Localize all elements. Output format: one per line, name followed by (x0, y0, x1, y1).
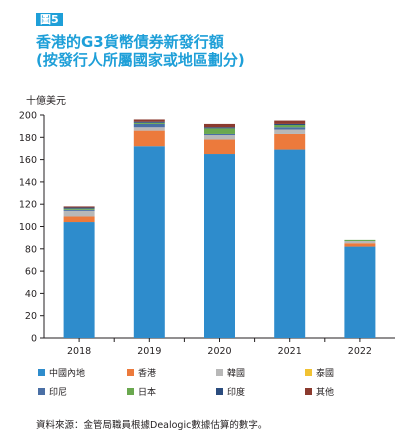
legend-label: 日本 (138, 388, 157, 398)
bar-segment (133, 119, 165, 122)
bar-segment (133, 130, 165, 147)
bar-segment (204, 135, 235, 140)
legend-label: 其他 (316, 388, 335, 398)
y-tick-label: 120 (19, 200, 37, 211)
legend-label: 香港 (138, 369, 157, 379)
y-tick-label: 0 (31, 334, 37, 345)
legend-item: 泰國 (305, 366, 334, 379)
legend-label: 印尼 (49, 388, 68, 398)
source-note: 資料來源：金管局職員根據Dealogic數據估算的數字。 (36, 420, 268, 431)
y-tick-label: 40 (25, 289, 37, 300)
legend-swatch (38, 388, 45, 395)
y-tick-label: 80 (25, 244, 37, 255)
x-tick-label: 2022 (348, 346, 372, 357)
y-tick-label: 180 (19, 133, 37, 144)
x-tick-label: 2018 (67, 346, 91, 357)
y-tick-label: 20 (25, 311, 37, 322)
bar-segment (204, 154, 235, 338)
legend-swatch (305, 369, 312, 376)
bar-segment (274, 120, 306, 124)
bar-segment (274, 129, 306, 134)
legend-label: 中國內地 (49, 369, 86, 379)
bar-segment (133, 121, 165, 123)
bar-segment (204, 128, 235, 134)
bar-segment (133, 122, 165, 124)
bar-segment (274, 149, 306, 338)
bar-segment (344, 246, 376, 338)
bar-segment (274, 133, 306, 150)
bar-segment (344, 240, 376, 244)
y-tick-label: 200 (19, 111, 37, 122)
legend-label: 泰國 (316, 369, 335, 379)
x-tick-label: 2020 (207, 346, 231, 357)
bar-segment (344, 243, 376, 247)
bar-segment (63, 222, 95, 338)
legend-item: 中國內地 (38, 366, 85, 379)
bar-segment (344, 239, 376, 241)
chart-subtitle: (按發行人所屬國家或地區劃分) (36, 51, 245, 69)
legend-item: 印尼 (38, 385, 67, 398)
chart-title: 香港的G3貨幣債券新發行額 (36, 33, 224, 51)
legend-label: 印度 (227, 388, 246, 398)
bar-segment (63, 208, 95, 210)
legend-swatch (127, 388, 134, 395)
bar-segment (63, 210, 95, 217)
bar-segment (204, 123, 235, 128)
legend-swatch (216, 388, 223, 395)
bar-segment (204, 139, 235, 155)
figure-badge: 圖5 (36, 13, 63, 26)
legend-item: 印度 (216, 385, 245, 398)
bar-segment (63, 209, 95, 211)
legend-swatch (38, 369, 45, 376)
bar-segment (133, 123, 165, 128)
bar-segment (274, 127, 306, 130)
bar-segment (204, 133, 235, 136)
bar-segment (63, 216, 95, 223)
legend-swatch (127, 369, 134, 376)
bar-segment (133, 127, 165, 131)
x-tick-label: 2019 (137, 346, 161, 357)
legend-item: 香港 (127, 366, 156, 379)
legend-swatch (305, 388, 312, 395)
y-axis-label: 十億美元 (26, 94, 66, 107)
legend-item: 日本 (127, 385, 156, 398)
bar-segment (133, 146, 165, 338)
legend-item: 韓國 (216, 366, 245, 379)
legend-item: 其他 (305, 385, 334, 398)
legend-label: 韓國 (227, 369, 246, 379)
bar-segment (274, 125, 306, 128)
x-tick-label: 2021 (278, 346, 302, 357)
y-tick-label: 140 (19, 177, 37, 188)
bar-segment (274, 123, 306, 126)
y-tick-label: 100 (19, 222, 37, 233)
legend-swatch (216, 369, 223, 376)
bar-segment (63, 206, 95, 208)
bar-segment (204, 127, 235, 129)
y-tick-label: 60 (25, 267, 37, 278)
bar-segment (63, 207, 95, 209)
stacked-bar-chart: 十億美元 0 20 40 60 80 100 120 140 160 180 200 2018 2019 2… (19, 94, 395, 357)
y-tick-label: 160 (19, 155, 37, 166)
